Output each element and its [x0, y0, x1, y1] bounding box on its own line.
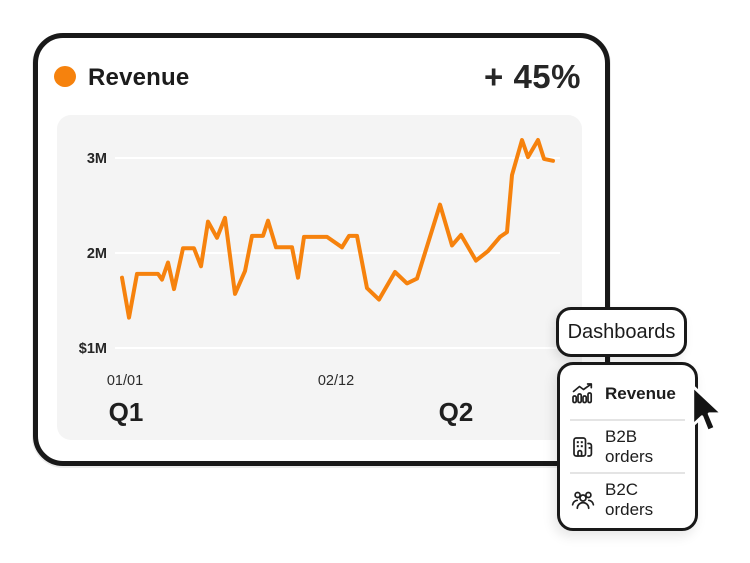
- y-axis-tick-label: 2M: [87, 246, 107, 262]
- menu-item-b2b-orders[interactable]: B2B orders: [560, 421, 695, 472]
- x-axis-tick-label: 02/12: [318, 373, 354, 389]
- y-axis-tick-label: $1M: [79, 341, 107, 357]
- growth-percent: + 45%: [484, 58, 581, 95]
- x-axis-tick-label: 01/01: [107, 373, 143, 389]
- dashboards-button[interactable]: Dashboards: [556, 307, 687, 357]
- menu-item-revenue[interactable]: Revenue: [560, 368, 695, 419]
- revenue-line-series: [120, 138, 555, 320]
- quarter-label: Q2: [439, 397, 474, 427]
- dashboards-button-label: Dashboards: [567, 320, 676, 343]
- legend-dot-icon: [54, 66, 76, 87]
- people-group-icon: [571, 488, 595, 512]
- building-icon: [571, 435, 595, 459]
- menu-divider: [570, 419, 685, 421]
- menu-item-label: B2C orders: [605, 479, 654, 519]
- menu-item-label: B2B orders: [605, 426, 654, 466]
- menu-item-label: Revenue: [605, 383, 676, 403]
- chart-growth-icon: [571, 382, 595, 406]
- menu-item-b2c-orders[interactable]: B2C orders: [560, 474, 695, 525]
- card-title: Revenue: [88, 64, 190, 91]
- y-axis-tick-label: 3M: [87, 151, 107, 167]
- chart-panel: 3M 2M $1M 01/01 02/12 Q1 Q2: [57, 115, 582, 440]
- mouse-cursor-icon: [691, 384, 724, 433]
- quarter-label: Q1: [109, 397, 144, 427]
- menu-divider: [570, 472, 685, 474]
- dashboards-dropdown: Revenue B2B orders: [557, 362, 698, 531]
